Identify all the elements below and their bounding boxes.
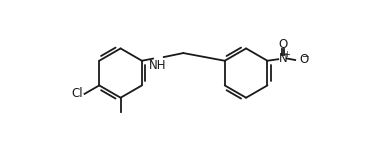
- Text: N: N: [279, 52, 287, 65]
- Text: O: O: [300, 54, 309, 66]
- Text: Cl: Cl: [71, 87, 83, 100]
- Text: NH: NH: [149, 59, 166, 72]
- Text: −: −: [301, 52, 309, 61]
- Text: O: O: [278, 38, 288, 51]
- Text: +: +: [283, 50, 290, 59]
